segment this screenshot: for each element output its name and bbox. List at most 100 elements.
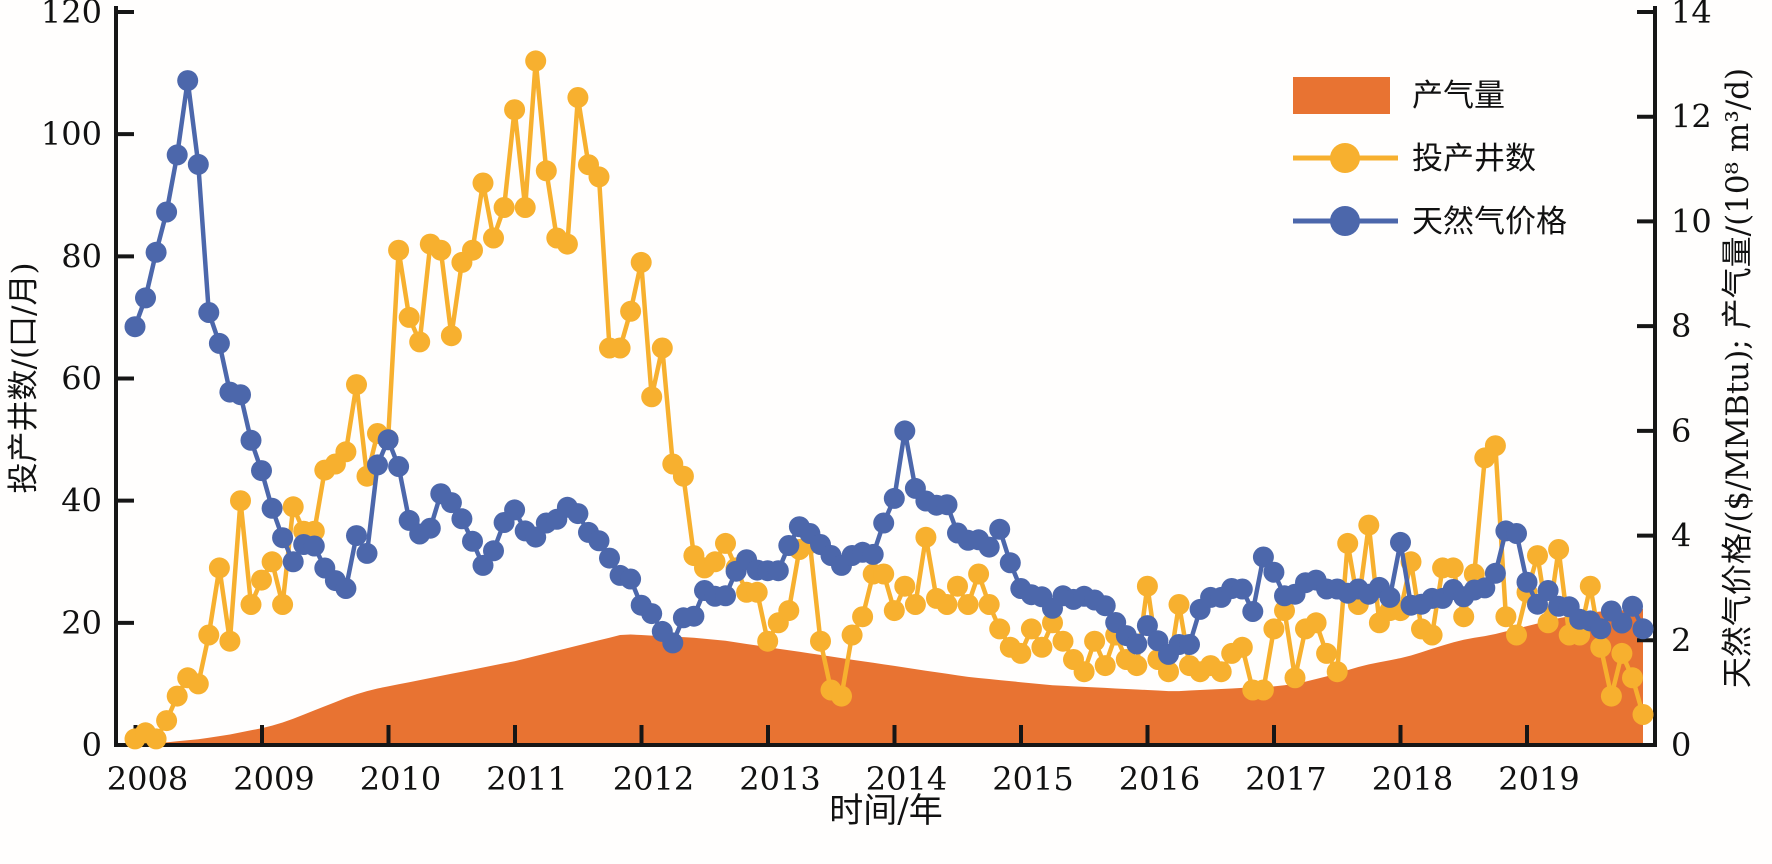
price-data-point: [240, 429, 262, 451]
price-data-point: [894, 420, 916, 442]
right-axis-tick-label: 14: [1671, 0, 1712, 31]
wells-data-point: [630, 251, 652, 273]
x-axis-year-label: 2012: [613, 760, 694, 798]
wells-data-point: [894, 575, 916, 597]
wells-data-point: [525, 50, 547, 72]
wells-data-point: [873, 563, 895, 585]
price-data-point: [683, 605, 705, 627]
price-data-point: [936, 494, 958, 516]
wells-data-point: [746, 581, 768, 603]
price-data-point: [1231, 578, 1253, 600]
wells-data-point: [1231, 636, 1253, 658]
price-data-point: [451, 508, 473, 530]
price-data-point: [862, 543, 884, 565]
x-axis-title: 时间/年: [829, 791, 942, 831]
left-axis-tick-label: 120: [41, 0, 102, 31]
wells-data-point: [947, 575, 968, 597]
wells-data-point: [398, 306, 420, 328]
wells-data-point: [978, 594, 1000, 615]
wells-data-point: [208, 557, 230, 579]
price-data-point: [1506, 523, 1527, 544]
x-axis-year-label: 2015: [992, 760, 1073, 798]
legend-item-gas-price: 天然气价格: [1293, 204, 1567, 240]
right-axis-tick-label: 8: [1671, 307, 1691, 345]
price-data-point: [1136, 615, 1158, 637]
wells-data-point: [1158, 661, 1179, 683]
wells-data-point: [1484, 435, 1506, 457]
price-data-point: [588, 530, 610, 552]
price-data-point: [999, 552, 1021, 574]
wells-data-point: [778, 600, 800, 622]
wells-data-point: [187, 673, 209, 695]
x-axis-year-label: 2019: [1498, 760, 1579, 798]
wells-data-point: [1421, 624, 1443, 646]
price-data-point: [156, 201, 178, 223]
wells-data-point: [462, 239, 483, 261]
price-data-point: [462, 530, 483, 552]
left-axis-tick-label: 20: [61, 604, 102, 642]
price-data-point: [272, 527, 294, 549]
price-data-point: [1474, 577, 1496, 599]
x-axis-year-label: 2009: [233, 760, 314, 798]
price-data-point: [1126, 633, 1148, 655]
wells-data-point: [156, 710, 178, 732]
price-data-point: [1537, 580, 1559, 601]
x-axis-year-label: 2016: [1119, 760, 1200, 798]
x-axis-year-label: 2017: [1245, 760, 1326, 798]
wells-data-point: [620, 300, 642, 322]
wells-data-point: [166, 685, 188, 707]
left-axis-tick-label: 60: [61, 360, 102, 398]
x-axis-year-label: 2013: [739, 760, 820, 798]
left-axis-tick-label: 40: [61, 482, 102, 520]
wells-data-point: [1337, 532, 1359, 554]
price-data-point: [166, 144, 188, 166]
wells-data-point: [1506, 624, 1527, 646]
wells-data-point: [757, 630, 779, 652]
price-data-point: [641, 603, 663, 625]
wells-data-point: [1622, 667, 1643, 689]
wells-data-point: [1527, 545, 1548, 567]
price-data-point: [1379, 586, 1401, 608]
price-data-point: [124, 316, 146, 338]
price-data-point: [767, 560, 789, 582]
wells-data-point: [472, 172, 494, 194]
wells-data-point: [1548, 539, 1570, 560]
price-data-point: [251, 460, 272, 482]
wells-data-point: [1305, 612, 1327, 634]
price-data-point: [198, 302, 220, 323]
price-data-point: [1632, 618, 1654, 640]
price-data-point: [135, 287, 156, 309]
price-data-point: [367, 454, 388, 476]
price-data-point: [483, 540, 504, 562]
wells-data-point: [230, 490, 251, 512]
area-swatch-icon: [1293, 77, 1390, 114]
x-axis-year-label: 2018: [1372, 760, 1453, 798]
price-data-point: [504, 499, 526, 521]
wells-data-point: [1126, 655, 1148, 677]
left-axis-tick-label: 100: [41, 115, 102, 153]
price-data-point: [261, 497, 283, 519]
price-data-point: [778, 535, 800, 556]
wells-data-point: [240, 594, 262, 615]
wells-data-point: [989, 618, 1011, 640]
price-data-point: [419, 517, 441, 539]
legend-label: 产气量: [1412, 78, 1505, 114]
wells-data-point: [504, 99, 526, 121]
price-data-point: [1611, 612, 1633, 634]
price-data-point: [883, 487, 905, 509]
gas-production-area-shape: [135, 608, 1643, 745]
wells-data-point: [1600, 685, 1622, 707]
wells-data-point: [641, 386, 663, 408]
wells-data-point: [251, 569, 272, 591]
price-data-point: [662, 632, 684, 654]
left-axis-tick-label: 0: [82, 726, 102, 764]
wells-data-point: [651, 337, 673, 359]
wells-line-series: [124, 50, 1654, 750]
wells-data-point: [1590, 636, 1612, 658]
wells-data-point: [1263, 618, 1285, 640]
right-axis-tick-label: 12: [1671, 98, 1712, 136]
gas-price-line-series: [124, 70, 1654, 665]
price-data-point: [388, 456, 410, 477]
price-data-point: [440, 492, 462, 514]
